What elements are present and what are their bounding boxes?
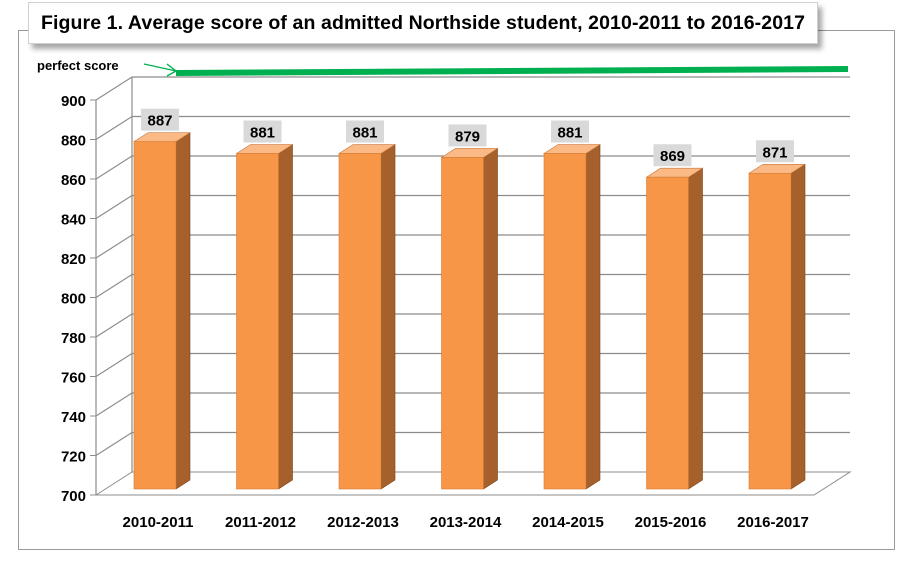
bar-side xyxy=(585,143,601,490)
y-tick-label: 800 xyxy=(61,291,86,308)
bar-side xyxy=(175,132,191,490)
y-tick-label: 760 xyxy=(61,370,86,387)
x-tick-label: 2013-2014 xyxy=(430,514,502,531)
x-tick-label: 2014-2015 xyxy=(532,514,604,531)
bar-front xyxy=(441,157,484,490)
bar-front xyxy=(646,176,689,490)
bar-side xyxy=(483,147,498,490)
perfect-score-label: perfect score xyxy=(37,58,119,73)
bar-side xyxy=(688,167,703,490)
y-tick-label: 840 xyxy=(61,212,86,229)
gridline-depth xyxy=(95,155,133,180)
y-tick-label: 720 xyxy=(61,449,86,466)
bar-front xyxy=(236,153,279,490)
bar: 871 xyxy=(747,140,807,490)
bar: 881 xyxy=(235,120,294,490)
x-tick-label: 2011-2012 xyxy=(225,514,296,531)
data-label-bg xyxy=(243,120,282,143)
gridline-depth xyxy=(95,234,133,259)
x-tick-label: 2010-2011 xyxy=(123,514,194,531)
x-axis-labels: 2010-2011 2011-2012 2012-2013 2013-2014 2014… xyxy=(123,514,809,531)
bar-front xyxy=(748,172,792,490)
bar: 881 xyxy=(542,120,602,490)
data-label: 887 xyxy=(147,113,172,130)
gridline-depth xyxy=(95,273,133,299)
data-label: 881 xyxy=(352,125,377,142)
gridline-depth xyxy=(95,352,133,378)
x-tick-label: 2015-2016 xyxy=(635,514,707,531)
data-label: 871 xyxy=(762,144,787,161)
gridline-depth xyxy=(95,115,133,141)
bar-front xyxy=(338,153,382,490)
bar: 869 xyxy=(645,144,704,490)
gridline-depth xyxy=(95,392,133,417)
y-tick-label: 780 xyxy=(61,330,86,347)
y-tick-label: 700 xyxy=(61,488,86,505)
y-tick-label: 900 xyxy=(61,93,86,110)
data-label-bg xyxy=(141,108,179,131)
data-label: 881 xyxy=(557,125,582,142)
y-tick-label: 860 xyxy=(61,172,86,189)
data-label-bg xyxy=(346,120,384,143)
gridline-depth xyxy=(95,76,133,101)
bar-front xyxy=(543,153,587,490)
gridline-depth xyxy=(95,194,133,220)
y-axis: 700 720 740 760 780 800 820 840 860 880 900 xyxy=(61,77,133,505)
bar: 879 xyxy=(440,124,499,490)
bar-side xyxy=(380,143,396,490)
bar: 887 xyxy=(132,108,192,490)
bar-front xyxy=(133,141,177,490)
gridline-depth xyxy=(95,431,133,457)
title-box: Figure 1. Average score of an admitted N… xyxy=(28,2,818,44)
y-tick-label: 880 xyxy=(61,133,86,150)
data-label-bg xyxy=(448,124,487,147)
x-tick-label: 2012-2013 xyxy=(327,514,399,531)
data-label-bg xyxy=(653,144,692,167)
data-label: 869 xyxy=(660,148,685,165)
y-tick-label: 740 xyxy=(61,409,86,426)
chart-title: Figure 1. Average score of an admitted N… xyxy=(40,11,806,34)
x-tick-label: 2016-2017 xyxy=(737,514,809,531)
bars: 887 881 881 879 881 869 871 xyxy=(132,108,807,490)
data-label-bg xyxy=(756,140,794,163)
gridline-depth xyxy=(95,313,133,338)
data-label: 879 xyxy=(455,128,480,145)
data-label: 881 xyxy=(250,125,275,142)
y-tick-label: 820 xyxy=(61,251,86,268)
reference-line-group: perfect score xyxy=(37,58,849,77)
bar-side xyxy=(278,143,293,490)
data-label-bg xyxy=(551,120,589,143)
arrow-icon xyxy=(143,63,178,77)
bar: 881 xyxy=(337,120,397,490)
perfect-score-line xyxy=(175,66,849,76)
bar-side xyxy=(790,163,806,490)
